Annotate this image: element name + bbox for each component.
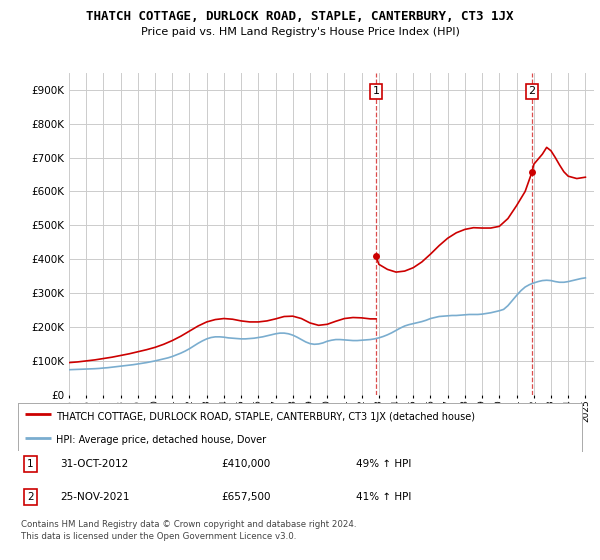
Text: THATCH COTTAGE, DURLOCK ROAD, STAPLE, CANTERBURY, CT3 1JX: THATCH COTTAGE, DURLOCK ROAD, STAPLE, CA… bbox=[86, 10, 514, 22]
Text: 41% ↑ HPI: 41% ↑ HPI bbox=[356, 492, 412, 502]
Text: 25-NOV-2021: 25-NOV-2021 bbox=[60, 492, 130, 502]
Text: 2: 2 bbox=[529, 86, 536, 96]
Text: Contains HM Land Registry data © Crown copyright and database right 2024.: Contains HM Land Registry data © Crown c… bbox=[21, 520, 356, 529]
Text: £657,500: £657,500 bbox=[221, 492, 271, 502]
Text: Price paid vs. HM Land Registry's House Price Index (HPI): Price paid vs. HM Land Registry's House … bbox=[140, 27, 460, 37]
Text: THATCH COTTAGE, DURLOCK ROAD, STAPLE, CANTERBURY, CT3 1JX (detached house): THATCH COTTAGE, DURLOCK ROAD, STAPLE, CA… bbox=[56, 412, 475, 422]
Text: 1: 1 bbox=[373, 86, 379, 96]
Text: £410,000: £410,000 bbox=[221, 459, 270, 469]
Text: 31-OCT-2012: 31-OCT-2012 bbox=[60, 459, 128, 469]
Text: HPI: Average price, detached house, Dover: HPI: Average price, detached house, Dove… bbox=[56, 435, 266, 445]
Text: 1: 1 bbox=[27, 459, 34, 469]
Text: This data is licensed under the Open Government Licence v3.0.: This data is licensed under the Open Gov… bbox=[21, 532, 296, 541]
Text: 49% ↑ HPI: 49% ↑ HPI bbox=[356, 459, 412, 469]
Text: 2: 2 bbox=[27, 492, 34, 502]
